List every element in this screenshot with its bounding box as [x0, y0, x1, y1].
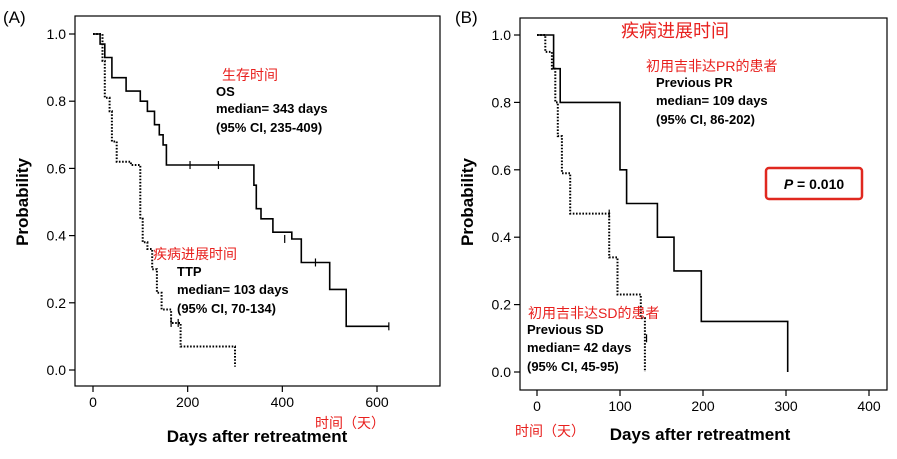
x-tick-label: 100 [608, 398, 632, 414]
y-tick-label: 0.4 [47, 228, 67, 244]
sd-ci: (95% CI, 45-95) [527, 359, 619, 374]
p-value-box [764, 166, 864, 201]
panel-b-label: (B) [455, 8, 478, 27]
sd-cn-annotation: 初用吉非达SD的患者 [528, 305, 659, 321]
sd-series-name: Previous SD [527, 322, 604, 337]
panel-b: (B) 疾病进展时间 0.0 0.2 0.4 0.6 0.8 1.0 0 100 200 300… [455, 8, 888, 444]
panel-a-x-label: Days after retreatment [167, 427, 348, 446]
os-ci: (95% CI, 235-409) [216, 120, 322, 135]
os-cn-annotation: 生存时间 [222, 67, 278, 83]
series-line-ttp [93, 33, 236, 367]
panel-a: (A) 0.0 0.2 0.4 0.6 0.8 1.0 0 200 400 600 Probab… [3, 8, 441, 446]
pr-cn-annotation: 初用吉非达PR的患者 [646, 58, 777, 74]
ttp-median: median= 103 days [177, 282, 289, 297]
sd-median: median= 42 days [527, 340, 631, 355]
x-tick-label: 400 [271, 394, 295, 410]
panel-a-series [93, 33, 390, 367]
y-tick-label: 0.0 [492, 364, 512, 380]
series-line-os [93, 33, 389, 328]
pr-median: median= 109 days [656, 93, 768, 108]
panel-b-x-axis: 0 100 200 300 400 [533, 390, 881, 414]
y-tick-label: 0.2 [492, 297, 512, 313]
series-line-previous-sd [537, 34, 646, 372]
panel-b-y-axis: 0.0 0.2 0.4 0.6 0.8 1.0 [492, 27, 520, 380]
panel-b-title: 疾病进展时间 [621, 21, 729, 41]
panel-a-x-axis: 0 200 400 600 [89, 386, 389, 410]
panel-a-y-axis: 0.0 0.2 0.4 0.6 0.8 1.0 [47, 26, 75, 378]
panel-a-label: (A) [3, 8, 26, 27]
y-tick-label: 0.6 [47, 160, 67, 176]
y-tick-label: 0.4 [492, 229, 512, 245]
ttp-ci: (95% CI, 70-134) [177, 301, 276, 316]
y-tick-label: 1.0 [492, 27, 512, 43]
series-line-previous-pr [537, 34, 789, 372]
pr-series-name: Previous PR [656, 75, 733, 90]
x-tick-label: 400 [857, 398, 881, 414]
x-tick-label: 600 [365, 394, 389, 410]
p-value-text: P = 0.010 [784, 176, 845, 192]
panel-a-x-unit-annotation: 时间（天） [315, 415, 385, 431]
os-median: median= 343 days [216, 101, 328, 116]
x-tick-label: 200 [691, 398, 715, 414]
os-series-name: OS [216, 84, 235, 99]
x-tick-label: 200 [176, 394, 200, 410]
y-tick-label: 0.8 [492, 94, 512, 110]
y-tick-label: 0.2 [47, 295, 67, 311]
panel-b-y-label: Probability [458, 158, 477, 246]
x-tick-label: 0 [89, 394, 97, 410]
x-tick-label: 300 [774, 398, 798, 414]
y-tick-label: 1.0 [47, 26, 67, 42]
panel-b-x-label: Days after retreatment [610, 425, 791, 444]
ttp-series-name: TTP [177, 264, 202, 279]
y-tick-label: 0.0 [47, 362, 67, 378]
ttp-cn-annotation: 疾病进展时间 [153, 246, 237, 262]
x-tick-label: 0 [533, 398, 541, 414]
panel-a-frame [74, 15, 441, 387]
panel-b-series [537, 34, 789, 372]
pr-ci: (95% CI, 86-202) [656, 112, 755, 127]
y-tick-label: 0.8 [47, 93, 67, 109]
y-tick-label: 0.6 [492, 162, 512, 178]
panel-a-y-label: Probability [13, 158, 32, 246]
panel-b-x-unit-annotation: 时间（天） [515, 423, 585, 439]
